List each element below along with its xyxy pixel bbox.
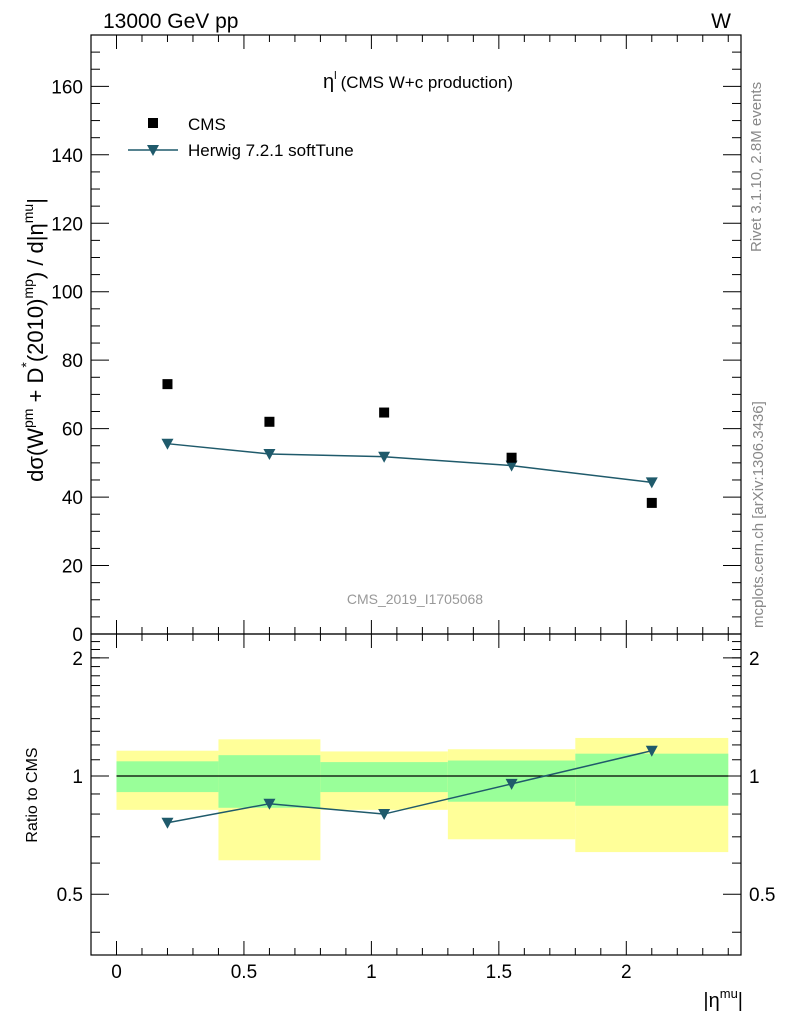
- y-tick-label: 160: [51, 77, 83, 98]
- main-series: [161, 379, 658, 508]
- x-tick-label: 1.5: [486, 962, 512, 983]
- herwig-point-4: [645, 477, 658, 489]
- y-tick-label: 20: [62, 557, 83, 578]
- mcplots-label: mcplots.cern.ch [arXiv:1306.3436]: [750, 401, 767, 628]
- ratio-herwig-point-4: [645, 745, 658, 757]
- legend-cms-label: CMS: [188, 115, 226, 134]
- rivet-version-label: Rivet 3.1.10, 2.8M events: [748, 82, 765, 252]
- ratio-herwig-point-2: [378, 809, 391, 821]
- cms-point-3: [506, 452, 517, 463]
- y-axis-label-main: dσ(Wpm + D*(2010)mp) / d|ηmu|: [18, 198, 48, 482]
- ratio-plot-frame: [90, 633, 742, 956]
- x-tick-label: 0: [111, 962, 122, 983]
- header-left: 13000 GeV pp: [103, 10, 238, 33]
- ratio-band-green-4: [575, 753, 729, 806]
- ratio-herwig-point-3: [505, 778, 518, 790]
- ratio-uncertainty-bands: [116, 737, 729, 861]
- ratio-y-tick-label-left: 2: [72, 649, 83, 670]
- cms-point-0: [162, 379, 173, 390]
- x-axis-label: |ηmu|: [703, 986, 743, 1012]
- herwig-point-0: [161, 438, 174, 450]
- y-tick-label: 80: [62, 351, 83, 372]
- cms-point-1: [264, 416, 275, 427]
- y-tick-label: 0: [72, 625, 83, 646]
- herwig-point-1: [263, 448, 276, 460]
- plot-frames: [90, 34, 742, 956]
- ratio-y-tick-label-left: 1: [72, 767, 83, 788]
- herwig-point-3: [505, 460, 518, 472]
- x-tick-label: 1: [366, 962, 377, 983]
- header-right: W: [711, 10, 731, 33]
- cms-point-4: [646, 497, 657, 508]
- ratio-herwig-point-1: [263, 798, 276, 810]
- axis-ticks: [91, 34, 741, 955]
- legend-herwig-marker: [147, 145, 159, 156]
- y-tick-label: 60: [62, 420, 83, 441]
- ratio-y-tick-label-right: 1: [749, 767, 760, 788]
- y-tick-label: 120: [51, 214, 83, 235]
- ratio-band-green-0: [116, 761, 219, 793]
- legend-herwig-label: Herwig 7.2.1 softTune: [188, 141, 354, 160]
- ratio-band-green-2: [320, 762, 448, 793]
- x-tick-label: 2: [621, 962, 632, 983]
- ratio-y-tick-label-right: 2: [749, 649, 760, 670]
- herwig-point-2: [378, 451, 391, 463]
- plot-title: ηl (CMS W+c production): [323, 70, 513, 93]
- y-tick-label: 40: [62, 488, 83, 509]
- ratio-y-tick-label-left: 0.5: [57, 885, 83, 906]
- ratio-series: [161, 745, 658, 829]
- y-axis-label-ratio: Ratio to CMS: [24, 747, 41, 842]
- cms-point-2: [379, 407, 390, 418]
- ratio-y-tick-label-right: 0.5: [749, 885, 775, 906]
- y-tick-label: 100: [51, 283, 83, 304]
- y-tick-label: 140: [51, 146, 83, 167]
- legend-cms-marker: [148, 118, 158, 128]
- x-tick-label: 0.5: [231, 962, 257, 983]
- watermark: CMS_2019_I1705068: [347, 591, 483, 607]
- ratio-herwig-point-0: [161, 817, 174, 829]
